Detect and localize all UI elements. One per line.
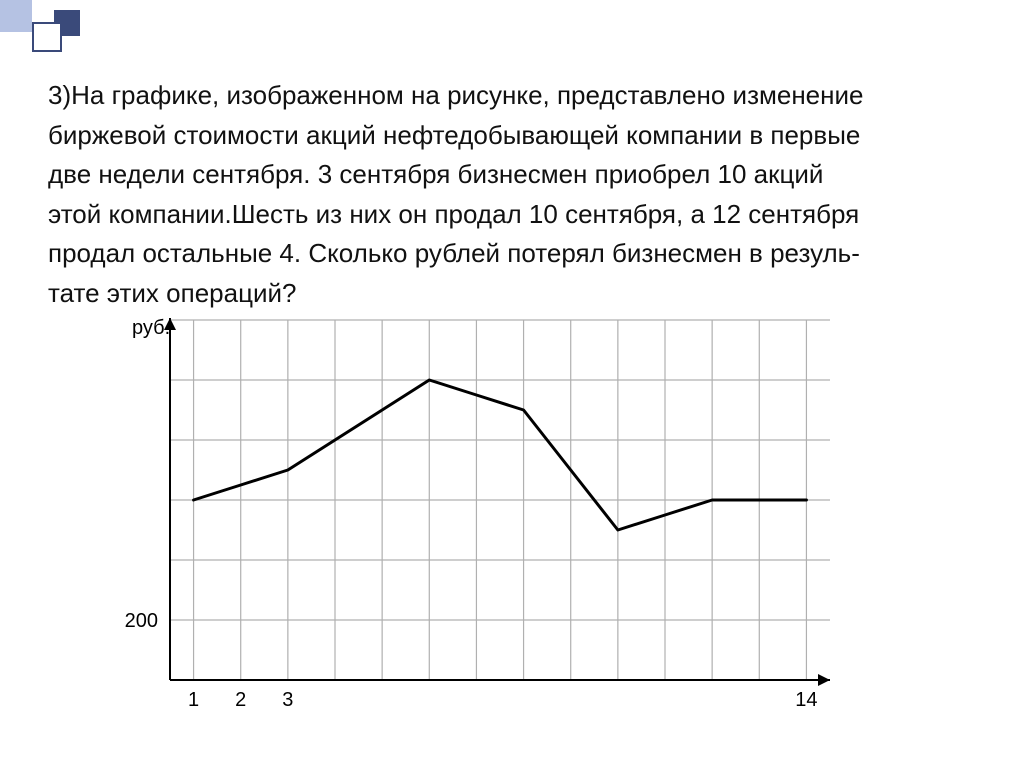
svg-text:3: 3 — [282, 689, 293, 711]
svg-text:14: 14 — [795, 689, 817, 711]
deco-square-light — [0, 0, 32, 32]
problem-line: 3)На графике, изображенном на рисунке, п… — [48, 80, 863, 110]
svg-text:1: 1 — [188, 689, 199, 711]
deco-square-outline — [32, 22, 62, 52]
svg-text:руб.: руб. — [132, 317, 170, 339]
problem-line: биржевой стоимости акций нефтедобывающей… — [48, 120, 860, 150]
slide-decoration — [0, 0, 200, 60]
svg-text:200: 200 — [125, 610, 158, 632]
svg-text:2: 2 — [235, 689, 246, 711]
content-area: 3)На графике, изображенном на рисунке, п… — [48, 76, 968, 313]
problem-line: тате этих операций? — [48, 278, 296, 308]
line-chart: руб. 200 1 2 3 14 — [90, 310, 850, 730]
problem-line: этой компании.Шесть из них он продал 10 … — [48, 199, 859, 229]
problem-text: 3)На графике, изображенном на рисунке, п… — [48, 76, 968, 313]
problem-line: продал остальные 4. Сколько рублей потер… — [48, 238, 860, 268]
chart-container: руб. 200 1 2 3 14 — [90, 310, 850, 730]
problem-line: две недели сентября. 3 сентября бизнесме… — [48, 159, 823, 189]
